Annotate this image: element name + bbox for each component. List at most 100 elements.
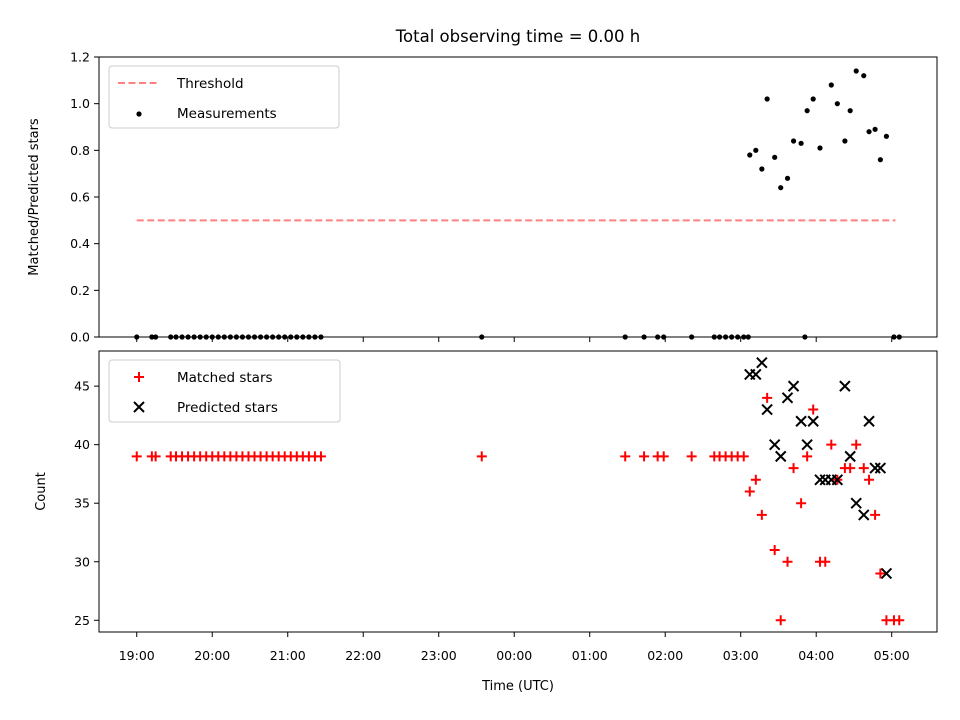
data-point (802, 451, 813, 462)
bottom-panel: 25 30 35 40 45 19:00 20:00 21:00 22:00 23:00 00:00… (34, 350, 938, 663)
data-point (872, 126, 878, 132)
data-point (769, 545, 780, 556)
legend: Threshold Measurements (108, 65, 340, 129)
x-tick-label: 00:00 (496, 648, 532, 663)
axes-frame (98, 350, 938, 633)
data-point (880, 567, 893, 580)
data-point (834, 101, 840, 107)
data-point (787, 380, 800, 392)
data-point (768, 438, 781, 451)
legend-box (108, 65, 340, 129)
data-point (894, 615, 905, 626)
data-point (772, 154, 778, 160)
data-point (798, 140, 804, 146)
data-point (784, 175, 791, 181)
data-point (858, 509, 870, 521)
data-point (861, 73, 867, 79)
data-point (875, 568, 886, 579)
data-point (150, 451, 161, 462)
legend-label: Predicted stars (177, 400, 278, 416)
data-point (620, 451, 631, 462)
data-point (801, 438, 813, 451)
data-point (764, 96, 770, 102)
x-tick-label: 01:00 (572, 648, 608, 663)
data-point (807, 415, 819, 427)
y-tick-label: 0.6 (70, 190, 90, 205)
y-tick-label: 35 (74, 496, 90, 511)
x-tick-label: 21:00 (270, 648, 306, 663)
data-point (753, 147, 759, 153)
x-tick-label: 22:00 (345, 648, 381, 663)
legend-matched-swatch (134, 372, 144, 382)
data-point (796, 498, 807, 509)
x-tick-label: 23:00 (421, 648, 457, 663)
data-point (795, 415, 807, 427)
data-point (476, 451, 487, 462)
data-point (844, 450, 856, 463)
x-tick-label: 02:00 (647, 648, 683, 663)
data-point (850, 497, 862, 509)
data-point (858, 463, 869, 474)
legend-label: Matched stars (177, 370, 273, 386)
legend-label: Measurements (177, 106, 277, 122)
data-point (738, 451, 749, 462)
data-point (759, 166, 765, 172)
y-tick-label: 25 (74, 613, 90, 628)
data-point (804, 108, 810, 114)
y-tick-label: 0.2 (70, 283, 90, 298)
data-point (808, 404, 819, 415)
legend-measurements-swatch (136, 111, 142, 117)
data-point (775, 450, 787, 463)
data-point (820, 556, 831, 567)
y-axis-label: Count (34, 472, 49, 511)
data-point (750, 474, 761, 485)
data-point (877, 157, 883, 163)
y-tick-label: 0.4 (70, 236, 90, 251)
data-point (847, 108, 853, 114)
legend-predicted-swatch (133, 401, 145, 413)
data-point (831, 474, 844, 486)
y-tick-label: 1.2 (70, 50, 90, 65)
data-point (756, 509, 767, 520)
legend: Matched stars Predicted stars (108, 359, 341, 423)
data-point (747, 152, 753, 158)
data-point (315, 451, 326, 462)
series-matched-stars (131, 392, 905, 626)
data-point (851, 439, 862, 450)
data-point (866, 129, 872, 135)
y-axis-label: Matched/Predicted stars (27, 118, 42, 276)
data-point (790, 138, 797, 144)
series-predicted-stars (744, 357, 893, 580)
data-point (131, 451, 142, 462)
data-point (781, 392, 794, 404)
data-point (778, 185, 784, 191)
y-tick-label: 0.8 (70, 143, 90, 158)
data-point (762, 392, 773, 403)
data-point (839, 380, 851, 392)
x-tick-label: 03:00 (723, 648, 759, 663)
data-point (775, 615, 786, 626)
data-point (744, 486, 755, 497)
data-point (788, 463, 799, 474)
y-tick-label: 40 (74, 437, 90, 452)
legend-label: Threshold (176, 76, 244, 92)
top-panel: 0.0 0.2 0.4 0.6 0.8 1.0 1.2 Matched/Predicted s… (27, 50, 938, 345)
x-tick-label: 20:00 (194, 648, 230, 663)
y-tick-label: 45 (74, 379, 90, 394)
data-point (853, 68, 859, 74)
data-point (863, 415, 875, 427)
data-point (845, 463, 856, 474)
x-axis-label: Time (UTC) (481, 679, 554, 694)
data-point (782, 556, 793, 567)
data-point (658, 451, 669, 462)
chart-title: Total observing time = 0.00 h (395, 27, 640, 46)
data-point (874, 462, 887, 474)
x-tick-label: 19:00 (119, 648, 155, 663)
data-point (750, 368, 762, 381)
data-point (817, 145, 823, 151)
legend-box (108, 359, 341, 423)
x-tick-label: 04:00 (798, 648, 834, 663)
data-point (686, 451, 697, 462)
data-point (639, 451, 650, 462)
